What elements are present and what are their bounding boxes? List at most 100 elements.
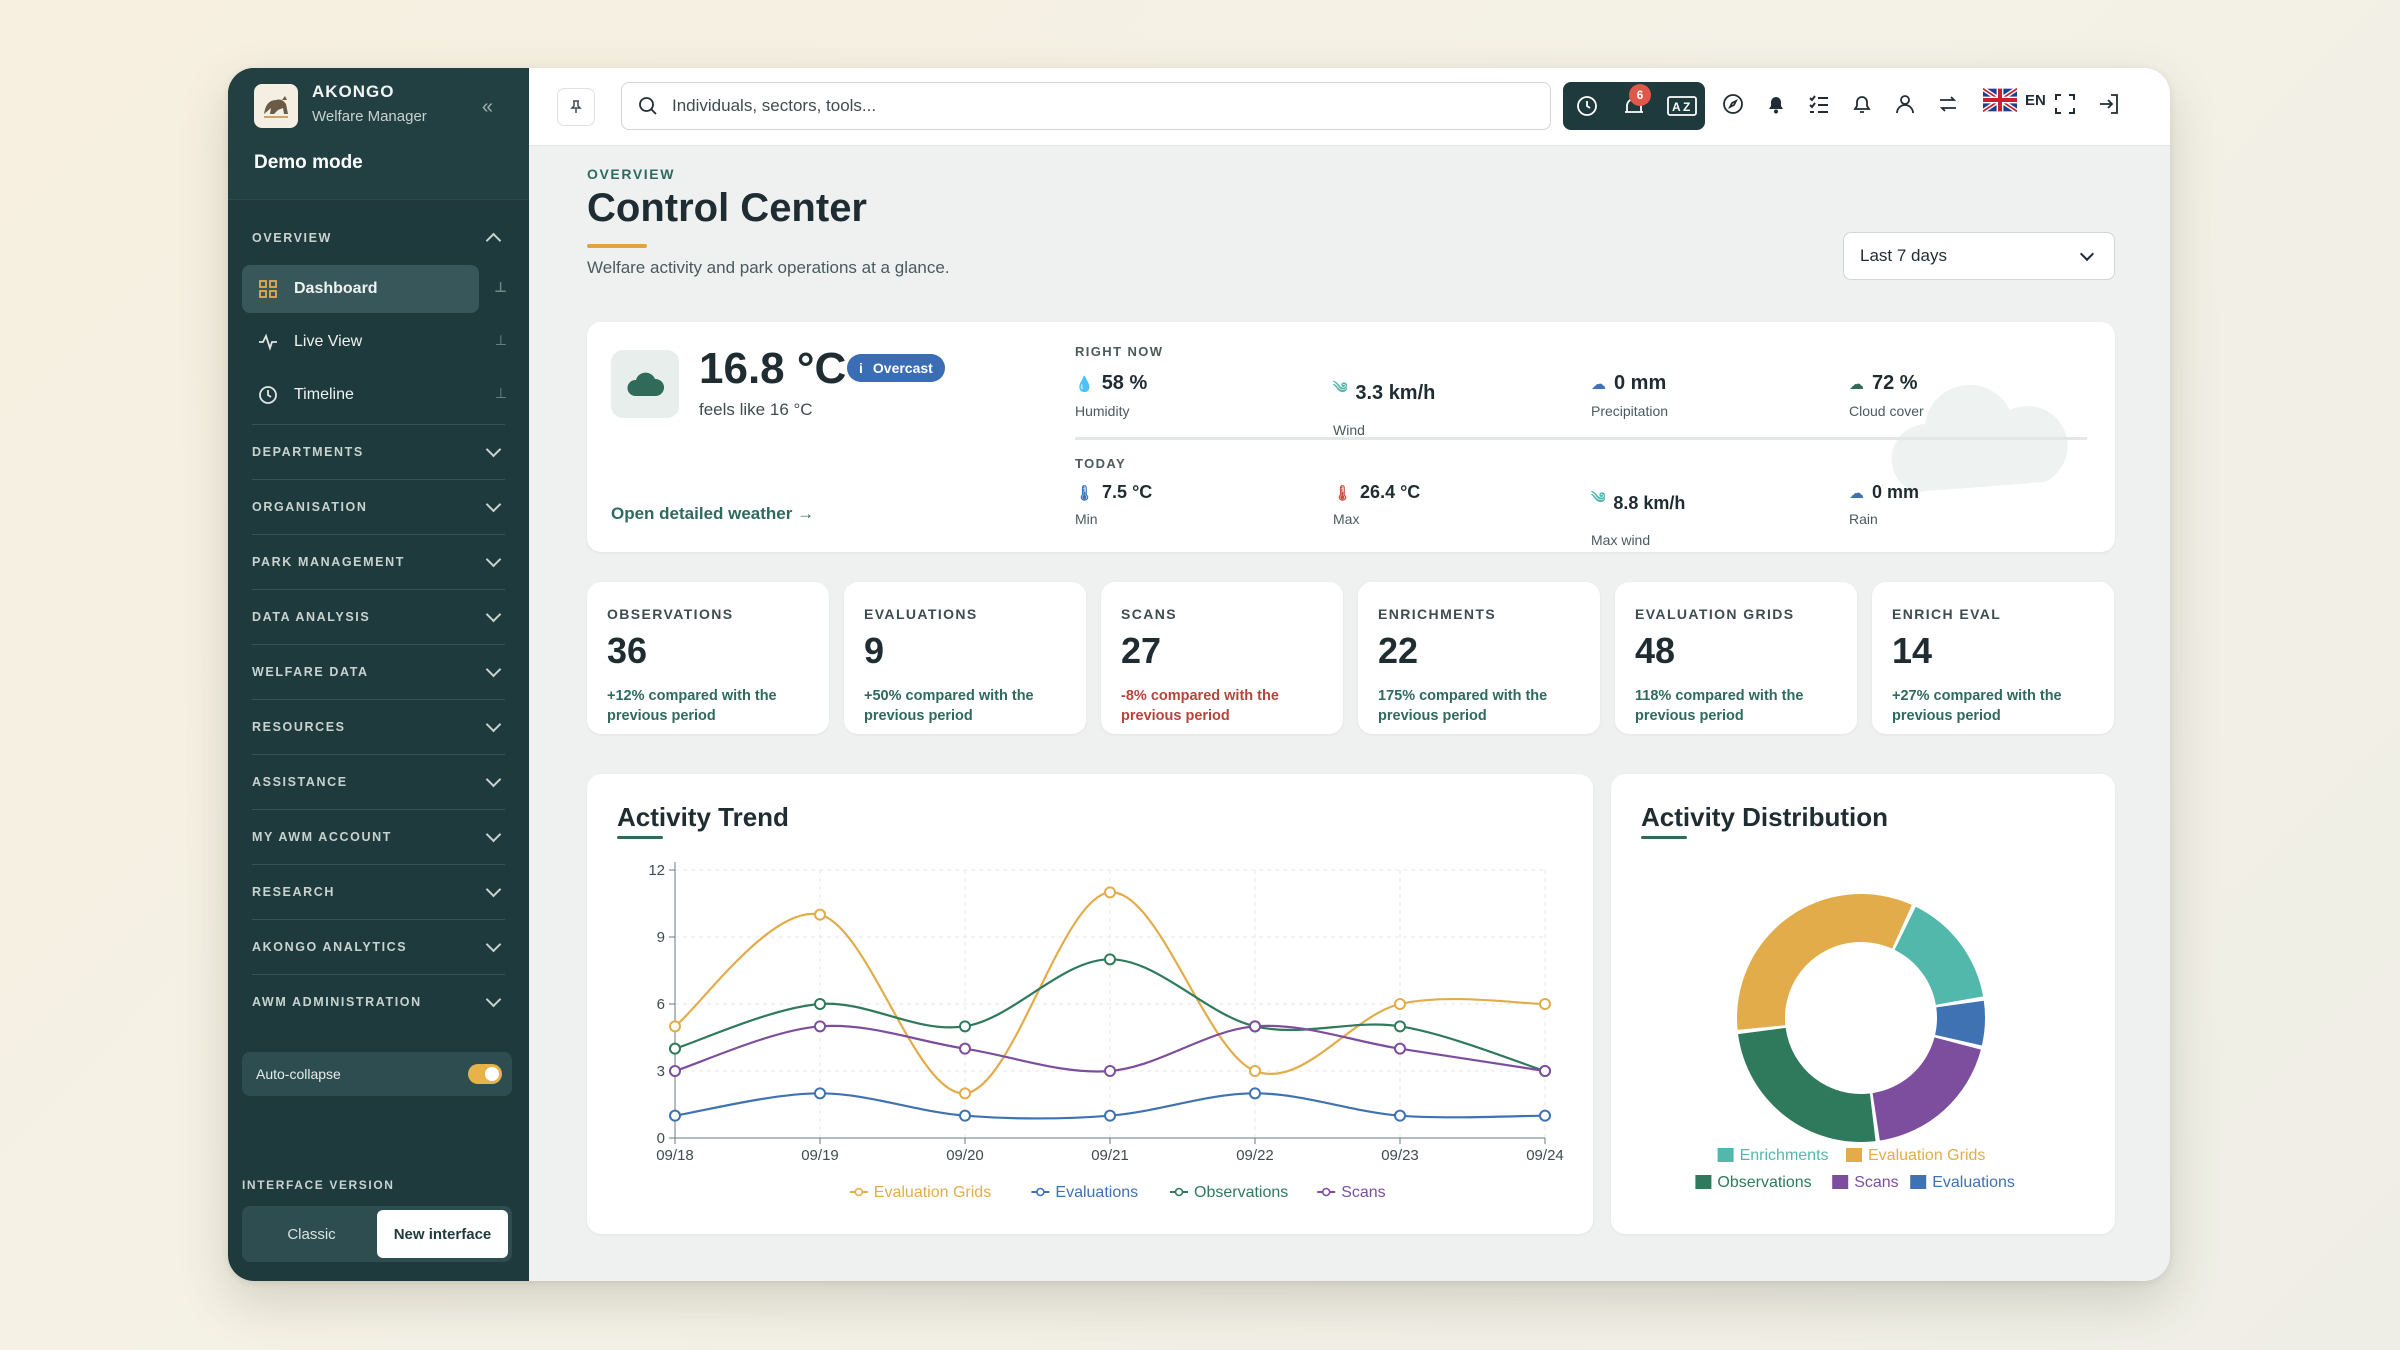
data-point-evaluations[interactable] xyxy=(669,1109,681,1122)
stat-value: 36 xyxy=(607,630,648,671)
legend-label-observations[interactable]: Observations xyxy=(1717,1174,1811,1191)
stat-card-evaluation-grids[interactable]: EVALUATION GRIDS 48 118% compared with t… xyxy=(1615,582,1857,734)
search-input[interactable] xyxy=(672,96,1532,116)
data-point-evaluations[interactable] xyxy=(1104,1109,1116,1122)
stat-card-evaluations[interactable]: EVALUATIONS 9 +50% compared with the pre… xyxy=(844,582,1086,734)
data-point-evaluation-grids[interactable] xyxy=(1394,998,1406,1010)
auto-collapse-toggle[interactable] xyxy=(468,1064,502,1084)
bell-filled-icon[interactable] xyxy=(1762,90,1790,118)
data-point-observations[interactable] xyxy=(814,998,826,1010)
section-departments[interactable]: DEPARTMENTS xyxy=(228,424,529,479)
rain-cloud-icon: ☁ xyxy=(1591,375,1606,393)
donut-slice-evaluations[interactable] xyxy=(1935,1000,1985,1046)
legend-label-scans[interactable]: Scans xyxy=(1854,1174,1898,1191)
pulse-icon xyxy=(258,332,278,352)
legend-label-enrichments[interactable]: Enrichments xyxy=(1740,1147,1829,1164)
data-point-scans[interactable] xyxy=(1394,1042,1406,1055)
today-label: TODAY xyxy=(1075,456,1127,471)
data-point-evaluation-grids[interactable] xyxy=(1539,998,1551,1010)
legend-label-scans[interactable]: Scans xyxy=(1341,1184,1385,1201)
stat-card-scans[interactable]: SCANS 27 -8% compared with the previous … xyxy=(1101,582,1343,734)
donut-slice-observations[interactable] xyxy=(1738,1027,1876,1142)
section-data-analysis[interactable]: DATA ANALYSIS xyxy=(228,589,529,644)
data-point-observations[interactable] xyxy=(1394,1020,1406,1033)
task-list-icon[interactable] xyxy=(1805,90,1833,118)
section-park-management[interactable]: PARK MANAGEMENT xyxy=(228,534,529,589)
data-point-evaluations[interactable] xyxy=(814,1087,826,1100)
data-point-evaluation-grids[interactable] xyxy=(1104,886,1116,899)
language-selector[interactable]: EN xyxy=(1983,88,2046,112)
x-tick-label: 09/22 xyxy=(1236,1147,1274,1164)
sidebar-header: AKONGO Welfare Manager « Demo mode xyxy=(228,68,529,200)
data-point-evaluation-grids[interactable] xyxy=(1249,1065,1261,1077)
stat-card-enrich-eval[interactable]: ENRICH EVAL 14 +27% compared with the pr… xyxy=(1872,582,2114,734)
akongo-logo[interactable] xyxy=(254,84,298,128)
section-assistance[interactable]: ASSISTANCE xyxy=(228,754,529,809)
data-point-observations[interactable] xyxy=(1104,953,1116,966)
section-research[interactable]: RESEARCH xyxy=(228,864,529,919)
logout-icon[interactable] xyxy=(2095,90,2123,118)
data-point-evaluations[interactable] xyxy=(1249,1087,1261,1100)
data-point-scans[interactable] xyxy=(814,1020,826,1033)
data-point-evaluations[interactable] xyxy=(1539,1109,1551,1122)
donut-slice-enrichments[interactable] xyxy=(1894,906,1984,1005)
data-point-evaluation-grids[interactable] xyxy=(814,908,826,921)
pin-toolbar-icon[interactable] xyxy=(557,88,595,126)
date-range-select[interactable]: Last 7 days xyxy=(1843,232,2115,280)
section-my-awm-account[interactable]: MY AWM ACCOUNT xyxy=(228,809,529,864)
data-point-observations[interactable] xyxy=(669,1042,681,1055)
section-akongo-analytics[interactable]: AKONGO ANALYTICS xyxy=(228,919,529,974)
pin-icon[interactable]: ⊥ xyxy=(494,385,507,401)
nav-item-live-view[interactable]: Live View ⊥ xyxy=(242,318,507,366)
switch-arrows-icon[interactable] xyxy=(1934,90,1962,118)
collapse-sidebar-icon[interactable]: « xyxy=(481,96,493,118)
data-point-scans[interactable] xyxy=(669,1065,681,1077)
section-label: WELFARE DATA xyxy=(252,664,369,679)
section-label: PARK MANAGEMENT xyxy=(252,554,405,569)
section-awm-administration[interactable]: AWM ADMINISTRATION xyxy=(228,974,529,1029)
fullscreen-icon[interactable] xyxy=(2051,90,2079,118)
history-clock-icon[interactable] xyxy=(1575,94,1599,123)
new-interface-option[interactable]: New interface xyxy=(377,1210,508,1258)
stat-card-enrichments[interactable]: ENRICHMENTS 22 175% compared with the pr… xyxy=(1358,582,1600,734)
donut-slice-evaluation-grids[interactable] xyxy=(1737,894,1912,1030)
nav-item-dashboard[interactable]: Dashboard ⊥ xyxy=(242,265,507,313)
max-temp-label: Max xyxy=(1333,511,1360,527)
bell-icon[interactable] xyxy=(1848,90,1876,118)
data-point-evaluations[interactable] xyxy=(1394,1109,1406,1122)
data-point-observations[interactable] xyxy=(959,1020,971,1033)
compass-icon[interactable] xyxy=(1719,90,1747,118)
stat-label: ENRICH EVAL xyxy=(1892,606,2002,622)
stat-value: 22 xyxy=(1378,630,1419,671)
nav-item-timeline[interactable]: Timeline ⊥ xyxy=(242,371,507,419)
section-welfare-data[interactable]: WELFARE DATA xyxy=(228,644,529,699)
user-icon[interactable] xyxy=(1891,90,1919,118)
legend-label-evaluation-grids[interactable]: Evaluation Grids xyxy=(874,1184,991,1201)
sidebar: AKONGO Welfare Manager « Demo mode OVERV… xyxy=(228,68,529,1281)
pin-icon[interactable]: ⊥ xyxy=(494,279,507,295)
svg-text:Z: Z xyxy=(1683,100,1690,114)
pin-icon[interactable]: ⊥ xyxy=(494,332,507,348)
stat-card-observations[interactable]: OBSERVATIONS 36 +12% compared with the p… xyxy=(587,582,829,734)
open-detailed-weather-link[interactable]: Open detailed weather → xyxy=(611,504,815,523)
data-point-scans[interactable] xyxy=(1104,1065,1116,1077)
topbar: 6 AZ xyxy=(529,68,2170,146)
legend-label-evaluations[interactable]: Evaluations xyxy=(1932,1174,2015,1191)
legend-label-observations[interactable]: Observations xyxy=(1194,1184,1288,1201)
section-overview[interactable]: OVERVIEW xyxy=(228,210,529,265)
data-point-evaluations[interactable] xyxy=(959,1109,971,1122)
section-resources[interactable]: RESOURCES xyxy=(228,699,529,754)
data-point-evaluation-grids[interactable] xyxy=(959,1087,971,1100)
donut-slice-scans[interactable] xyxy=(1872,1037,1981,1141)
legend-label-evaluation-grids[interactable]: Evaluation Grids xyxy=(1868,1147,1985,1164)
data-point-evaluation-grids[interactable] xyxy=(669,1020,681,1033)
activity-distribution-title: Activity Distribution xyxy=(1641,802,1889,832)
legend-label-evaluations[interactable]: Evaluations xyxy=(1055,1184,1138,1201)
classic-option[interactable]: Classic xyxy=(287,1225,336,1243)
data-point-scans[interactable] xyxy=(1249,1020,1261,1033)
data-point-scans[interactable] xyxy=(1539,1065,1551,1077)
section-organisation[interactable]: ORGANISATION xyxy=(228,479,529,534)
data-point-scans[interactable] xyxy=(959,1042,971,1055)
